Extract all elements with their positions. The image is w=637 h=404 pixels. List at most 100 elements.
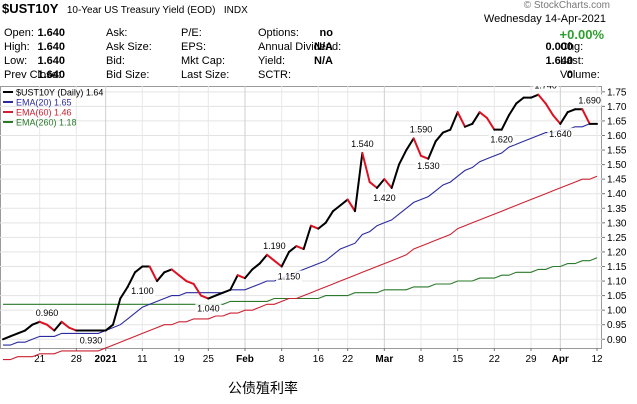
quote-label: Options: bbox=[258, 27, 299, 39]
y-tick-label: 1.00 bbox=[607, 306, 627, 317]
price-segment bbox=[266, 253, 276, 262]
price-segment bbox=[500, 114, 510, 131]
price-segment bbox=[530, 93, 540, 99]
annotation-bg bbox=[349, 137, 376, 149]
price-segment bbox=[280, 250, 290, 268]
quote-value: N/A bbox=[314, 41, 333, 53]
y-tick-label: 0.90 bbox=[607, 335, 627, 346]
annotation-bg bbox=[371, 191, 398, 203]
y-tick-label: 1.15 bbox=[607, 262, 627, 273]
price-segment bbox=[486, 117, 496, 131]
x-tick-label: 19 bbox=[173, 354, 185, 365]
x-tick-label: 22 bbox=[489, 354, 501, 365]
quote-label: Annual Dividend: bbox=[258, 41, 342, 53]
x-tick-label: Mar bbox=[375, 354, 393, 365]
quote-value: 1.640 bbox=[545, 55, 573, 67]
quote-label: Ask: bbox=[106, 27, 128, 39]
price-segment bbox=[537, 93, 547, 105]
y-tick-label: 1.20 bbox=[607, 247, 627, 258]
price-segment bbox=[170, 268, 180, 277]
x-tick-label: 11 bbox=[137, 354, 148, 365]
chart-area: 0.90 0.95 1.00 1.05 1.10 1.15 1.20 1.25 1.30 1.35… bbox=[0, 79, 637, 372]
price-segment bbox=[376, 178, 386, 189]
x-tick-label: Apr bbox=[552, 354, 569, 365]
exchange-label: INDX bbox=[223, 5, 248, 16]
price-segment bbox=[449, 111, 459, 131]
price-segment bbox=[332, 204, 342, 213]
price-segment bbox=[478, 111, 488, 120]
price-segment bbox=[295, 245, 305, 251]
price-segment bbox=[236, 274, 246, 280]
legend-label: $UST10Y (Daily) 1.64 bbox=[16, 88, 103, 98]
price-segment bbox=[420, 154, 430, 160]
brand-label: © StockCharts.com bbox=[523, 0, 610, 11]
price-segment bbox=[229, 274, 239, 291]
quote-value: 0.000 bbox=[545, 41, 573, 53]
annotation-label: 1.190 bbox=[263, 241, 286, 251]
quote-label: Yield: bbox=[258, 55, 286, 67]
x-tick-label: 8 bbox=[279, 354, 285, 365]
price-segment bbox=[464, 122, 474, 128]
price-segment bbox=[9, 332, 19, 338]
annotation-bg bbox=[488, 133, 515, 145]
caption-area: 公债殖利率 bbox=[0, 372, 637, 404]
y-tick-label: 1.40 bbox=[607, 189, 627, 200]
annotation-bg bbox=[129, 285, 156, 297]
price-segment bbox=[442, 128, 452, 134]
y-tick-label: 1.65 bbox=[607, 116, 627, 127]
quote-label: Prev Close: bbox=[4, 69, 61, 81]
price-segment bbox=[581, 108, 591, 125]
quote-label: Chg: bbox=[560, 41, 584, 53]
price-segment bbox=[251, 262, 261, 271]
price-segment bbox=[38, 320, 48, 326]
symbol-description: 10-Year US Treasury Yield (EOD) bbox=[66, 5, 216, 16]
price-segment bbox=[559, 111, 569, 125]
quote-value: 1.640 bbox=[37, 69, 65, 81]
x-tick-label: 29 bbox=[525, 354, 537, 365]
price-segment bbox=[207, 294, 217, 300]
quote-label: Last: bbox=[560, 55, 584, 67]
price-segment bbox=[200, 294, 210, 300]
price-segment bbox=[273, 259, 283, 268]
price-segment bbox=[126, 271, 136, 288]
series-line-ema bbox=[3, 257, 598, 305]
price-segment bbox=[324, 210, 334, 224]
quote-label: High: bbox=[4, 41, 30, 53]
percent-change: +0.00% bbox=[559, 27, 604, 42]
price-segment bbox=[178, 274, 188, 283]
price-segment bbox=[31, 320, 41, 326]
price-segment bbox=[310, 224, 320, 230]
price-segment bbox=[222, 288, 232, 294]
x-tick-label: 21 bbox=[34, 354, 46, 365]
price-segment bbox=[46, 323, 56, 332]
y-tick-label: 0.95 bbox=[607, 320, 627, 331]
annotation-label: 1.590 bbox=[410, 124, 433, 134]
price-segment bbox=[427, 140, 437, 160]
annotation-label: 0.960 bbox=[36, 308, 59, 318]
quote-value: 1.640 bbox=[37, 55, 65, 67]
price-segment bbox=[354, 151, 364, 213]
y-tick-label: 1.50 bbox=[607, 160, 627, 171]
annotation-label: 1.530 bbox=[417, 161, 440, 171]
y-tick-label: 1.60 bbox=[607, 131, 627, 142]
price-segment bbox=[134, 265, 144, 274]
price-segment bbox=[60, 320, 70, 329]
annotation-bg bbox=[276, 270, 302, 282]
price-segment bbox=[368, 181, 378, 189]
price-segment bbox=[412, 137, 422, 157]
annotation-bg bbox=[532, 79, 559, 91]
quote-value: 0 bbox=[566, 69, 573, 81]
price-segment bbox=[163, 268, 173, 274]
series-line-ema bbox=[3, 175, 598, 361]
price-segment bbox=[544, 102, 554, 117]
annotation-bg bbox=[195, 302, 222, 314]
price-segment bbox=[566, 108, 576, 114]
annotation-label: 1.640 bbox=[549, 129, 572, 139]
price-segment bbox=[214, 291, 224, 297]
annotation-label: 0.930 bbox=[80, 336, 103, 346]
quote-value: 1.640 bbox=[37, 27, 65, 39]
x-tick-label: Feb bbox=[236, 354, 254, 365]
price-segment bbox=[24, 323, 34, 332]
quote-label: Last Size: bbox=[181, 69, 230, 81]
annotation-bg bbox=[78, 334, 104, 346]
